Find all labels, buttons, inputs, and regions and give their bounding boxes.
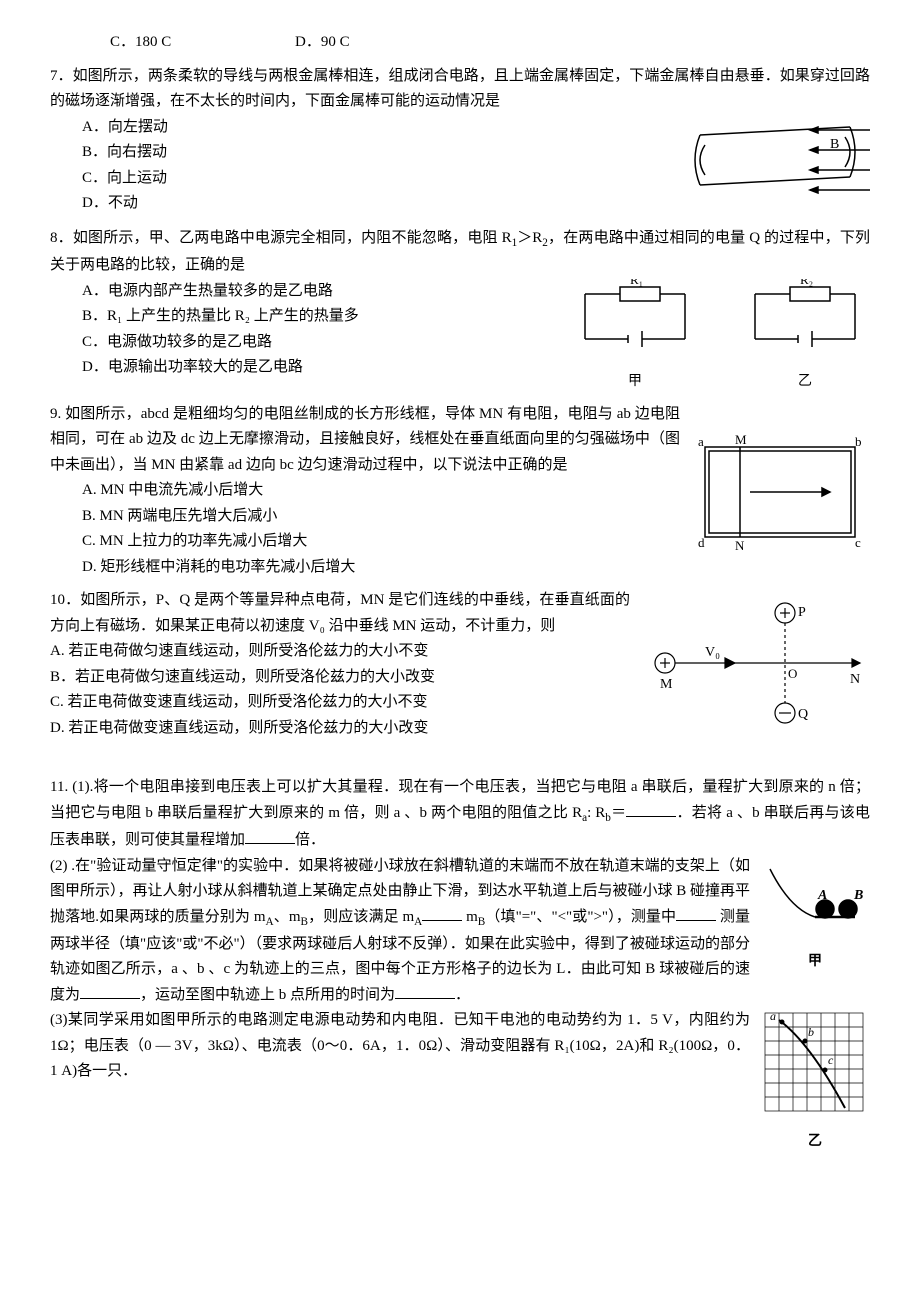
q11-jia-svg: A B — [760, 859, 870, 939]
blank-measure[interactable] — [676, 905, 716, 921]
question-11: 11. (1).将一个电阻串接到电压表上可以扩大其量程．现在有一个电压表，当把它… — [50, 775, 870, 1157]
q11-p2b: 、m — [274, 909, 301, 925]
q11-p1e: 倍． — [295, 832, 325, 848]
q8-num: 8． — [50, 230, 73, 246]
q7-num: 7． — [50, 68, 73, 84]
q11-fig-jia: A B 甲 — [760, 859, 870, 974]
q8-circuit-yi: R₂ — [740, 279, 870, 359]
q10-Q: Q — [798, 707, 808, 722]
q10-N: N — [850, 672, 860, 687]
q7-figure: B — [680, 115, 870, 215]
blank-ratio[interactable] — [626, 801, 676, 817]
q11-p2g: ，运动至图中轨迹上 b 点所用的时间为 — [140, 987, 395, 1003]
q11-p1c: ＝ — [611, 805, 626, 821]
q11-jia-label: 甲 — [760, 950, 870, 974]
q6-options: C．180 C D．90 C — [50, 30, 870, 56]
q11-yi-c: c — [828, 1053, 834, 1067]
question-10: P Q M N V₀ O 10．如图所示，P、Q 是两个等量异种点电荷，MN 是… — [50, 588, 870, 742]
q11-p3: (3)某同学采用如图甲所示的电路测定电源电动势和内电阻．已知干电池的电动势约为 … — [50, 1012, 750, 1079]
q10-stem: 如图所示，P、Q 是两个等量异种点电荷，MN 是它们连线的中垂线，在垂直纸面的方… — [50, 592, 630, 634]
q7-svg: B — [680, 115, 870, 205]
q9-figure: a b c d M N — [690, 432, 870, 562]
q6-opt-c: C．180 C — [110, 30, 171, 56]
blank-time[interactable] — [395, 983, 455, 999]
q11-yi-a: a — [770, 1009, 776, 1023]
q11-num: 11. — [50, 779, 68, 795]
question-7: 7．如图所示，两条柔软的导线与两根金属棒相连，组成闭合电路，且上端金属棒固定，下… — [50, 64, 870, 219]
q11-p2e: （填"="、"<"或">"），测量中 — [485, 909, 676, 925]
q11-p1b: : R — [587, 805, 605, 821]
q11-jia-B: B — [853, 888, 863, 903]
q10-V0: V₀ — [705, 645, 720, 660]
q10-num: 10． — [50, 592, 80, 608]
q9-c: c — [855, 535, 861, 550]
q11-p2c: ，则应该满足 m — [308, 909, 414, 925]
q10-O: O — [788, 666, 797, 681]
q10-figure: P Q M N V₀ O — [640, 598, 870, 738]
q8-figures: R₁ 甲 R₂ 乙 — [570, 279, 870, 394]
q9-b: b — [855, 434, 862, 449]
q11-yi-b: b — [808, 1025, 814, 1039]
q9-svg: a b c d M N — [690, 432, 870, 552]
q8-jia-label: 甲 — [570, 370, 700, 394]
q8-r1-label: R₁ — [630, 279, 643, 287]
q11-jia-A: A — [817, 888, 827, 903]
q9-stem: 如图所示，abcd 是粗细均匀的电阻丝制成的长方形线框，导体 MN 有电阻，电阻… — [50, 406, 680, 473]
blank-speed[interactable] — [80, 983, 140, 999]
q10-P: P — [798, 605, 806, 620]
q10-svg: P Q M N V₀ O — [640, 598, 870, 728]
q9-d: d — [698, 535, 705, 550]
q8-stem1: 如图所示，甲、乙两电路中电源完全相同，内阻不能忽略，电阻 R — [73, 230, 512, 246]
q11-p2h: ． — [455, 987, 470, 1003]
q8-yi-label: 乙 — [740, 370, 870, 394]
q11-yi-label: 乙 — [760, 1130, 870, 1154]
blank-rel[interactable] — [422, 905, 462, 921]
q11-yi-svg: a b c — [760, 1008, 870, 1118]
q7-b-label: B — [830, 137, 839, 152]
question-8: 8．如图所示，甲、乙两电路中电源完全相同，内阻不能忽略，电阻 R1＞R2，在两电… — [50, 226, 870, 394]
q6-opt-d: D．90 C — [295, 30, 350, 56]
q7-stem: 如图所示，两条柔软的导线与两根金属棒相连，组成闭合电路，且上端金属棒固定，下端金… — [50, 68, 870, 110]
q10-M: M — [660, 677, 673, 692]
q11-p2d: m — [462, 909, 478, 925]
q9-a: a — [698, 434, 704, 449]
q9-M: M — [735, 432, 747, 447]
question-9: a b c d M N 9. 如图所示，abcd 是粗细均匀的电阻丝制成的长方形… — [50, 402, 870, 581]
q9-num: 9. — [50, 406, 61, 422]
q9-N: N — [735, 538, 745, 552]
q8-circuit-jia: R₁ — [570, 279, 700, 359]
q11-fig-yi: a b c 乙 — [760, 1008, 870, 1153]
blank-times[interactable] — [245, 828, 295, 844]
q8-r2-label: R₂ — [800, 279, 813, 287]
q8-stem2: ＞R — [517, 230, 542, 246]
